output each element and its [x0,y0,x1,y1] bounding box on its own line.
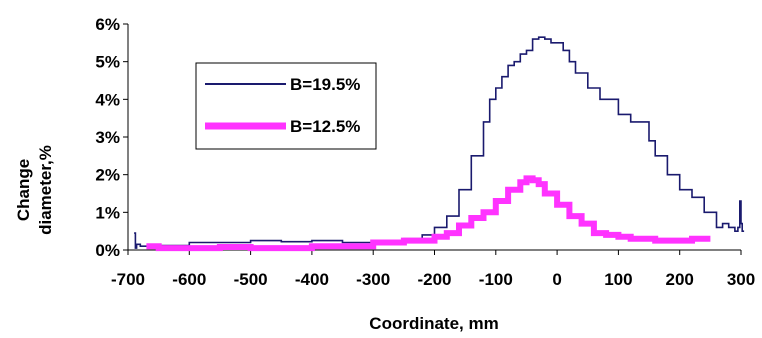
x-tick-label: 100 [604,270,632,289]
y-tick-label: 4% [95,90,120,109]
y-axis-ticks: 0% 1% 2% 3% 4% 5% 6% [95,15,128,260]
y-axis-title-line-1: Change [14,159,33,221]
y-tick-label: 3% [95,128,120,147]
x-tick-label: -200 [417,270,451,289]
series-line-b195 [134,36,745,249]
legend-label-b125: B=12.5% [290,117,360,136]
x-axis-ticks: -700 -600 -500 -400 -300 -200 -100 0 100 200 300 [111,250,755,289]
series-layer [134,36,745,252]
legend-label-b195: B=19.5% [290,75,360,94]
x-tick-label: -700 [111,270,145,289]
legend: B=19.5% B=12.5% [195,62,377,150]
y-tick-label: 6% [95,15,120,34]
y-axis-title-line-2: diameter,% [36,145,55,235]
x-axis-title: Coordinate, mm [369,314,498,333]
x-tick-label: -400 [295,270,329,289]
y-tick-label: 1% [95,203,120,222]
y-tick-label: 5% [95,53,120,72]
y-tick-label: 2% [95,166,120,185]
x-tick-label: 200 [666,270,694,289]
x-tick-label: -500 [234,270,268,289]
series-line-b125 [146,175,711,252]
y-tick-label: 0% [95,241,120,260]
x-tick-label: 0 [552,270,561,289]
x-tick-label: 300 [727,270,755,289]
y-axis-title: Change diameter,% [14,145,55,235]
legend-box [195,62,377,150]
x-tick-label: -600 [172,270,206,289]
x-tick-label: -100 [479,270,513,289]
x-tick-label: -300 [356,270,390,289]
